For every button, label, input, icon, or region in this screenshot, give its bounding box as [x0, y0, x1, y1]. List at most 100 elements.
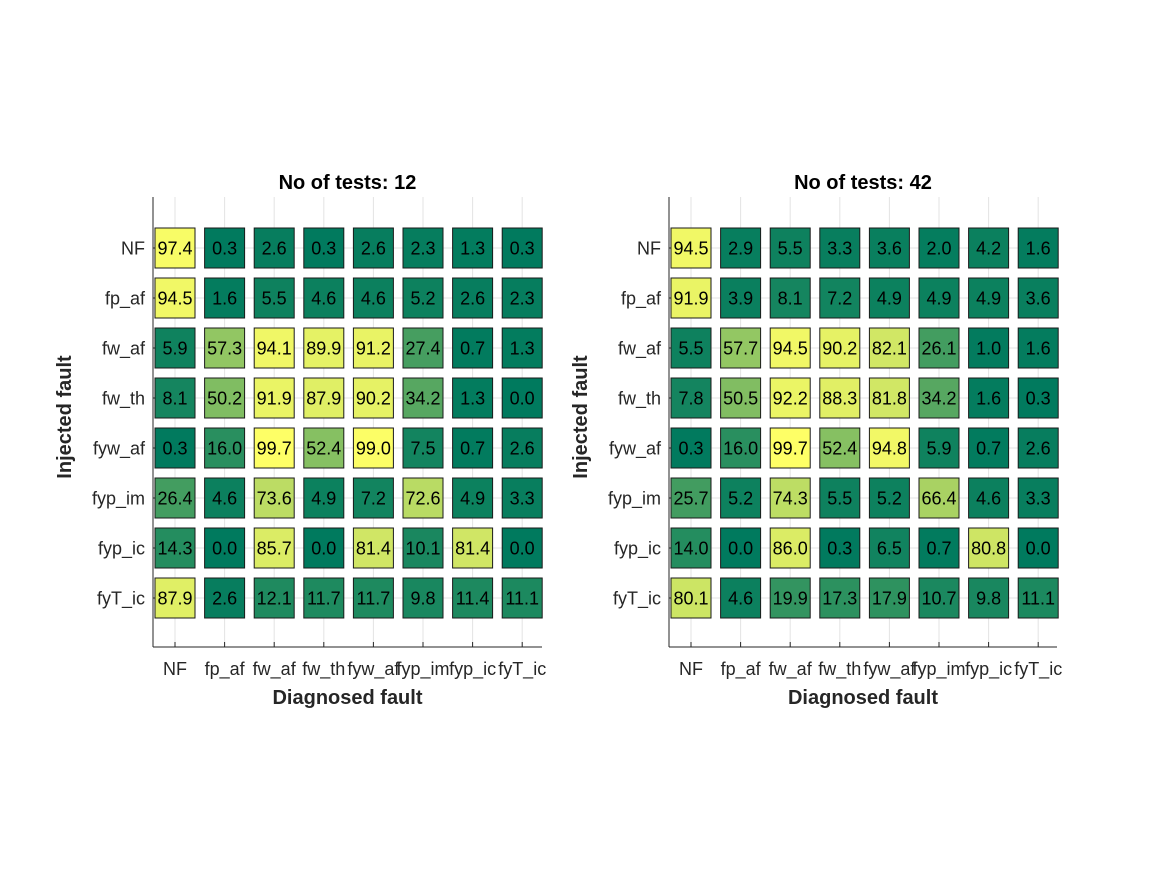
cell-value-label: 1.0 — [976, 339, 1001, 359]
heatmap-cell — [452, 577, 494, 619]
heatmap-cell — [303, 477, 345, 519]
cell-value-label: 5.9 — [162, 339, 187, 359]
heatmap-cell — [819, 277, 861, 319]
x-axis-label: Diagnosed fault — [788, 687, 938, 709]
y-tick-label: fyT_ic — [97, 589, 145, 610]
cell-value-label: 19.9 — [773, 589, 808, 609]
heatmap-cell — [670, 377, 712, 419]
heatmap-cell — [303, 377, 345, 419]
cell-value-label: 57.3 — [207, 339, 242, 359]
heatmap-cell — [819, 477, 861, 519]
cell-value-label: 17.3 — [822, 589, 857, 609]
y-tick-label: fw_af — [618, 339, 662, 360]
heatmap-cell — [769, 227, 811, 269]
heatmap-cell — [501, 427, 543, 469]
heatmap-cell — [204, 527, 246, 569]
heatmap-cell — [501, 327, 543, 369]
heatmap-cell — [670, 327, 712, 369]
heatmap-cell — [303, 227, 345, 269]
cell-value-label: 0.0 — [1026, 539, 1051, 559]
cell-value-label: 4.6 — [311, 289, 336, 309]
cell-value-label: 2.6 — [262, 239, 287, 259]
cell-value-label: 99.7 — [773, 439, 808, 459]
cell-value-label: 52.4 — [306, 439, 341, 459]
cell-value-label: 3.6 — [1026, 289, 1051, 309]
heatmap-cell — [154, 427, 196, 469]
cell-value-label: 2.6 — [361, 239, 386, 259]
y-tick-label: fw_af — [102, 339, 146, 360]
heatmap-cell — [204, 277, 246, 319]
heatmap-cell — [868, 327, 910, 369]
cell-value-label: 99.0 — [356, 439, 391, 459]
cell-value-label: 4.2 — [976, 239, 1001, 259]
heatmap-cell — [352, 427, 394, 469]
cell-value-label: 0.7 — [460, 439, 485, 459]
cell-value-label: 1.6 — [1026, 239, 1051, 259]
cell-value-label: 81.8 — [872, 389, 907, 409]
y-tick-label: fyp_im — [608, 489, 661, 510]
y-tick-label: fp_af — [621, 289, 662, 310]
heatmap-cell — [402, 427, 444, 469]
x-tick-label: fyw_af — [863, 659, 916, 680]
y-tick-label: fyp_ic — [98, 539, 145, 560]
heatmap-cell — [154, 277, 196, 319]
cell-value-label: 4.9 — [976, 289, 1001, 309]
heatmap-cell — [253, 477, 295, 519]
heatmap-cell — [452, 277, 494, 319]
heatmap-cell — [868, 277, 910, 319]
cell-value-label: 87.9 — [306, 389, 341, 409]
cell-value-label: 4.6 — [976, 489, 1001, 509]
heatmap-cell — [968, 477, 1010, 519]
heatmap-cell — [154, 327, 196, 369]
y-tick-label: fyp_im — [92, 489, 145, 510]
heatmap-cell — [501, 577, 543, 619]
cell-value-label: 11.1 — [1021, 589, 1055, 609]
heatmap-cell — [253, 577, 295, 619]
cell-value-label: 0.0 — [311, 539, 336, 559]
heatmap-cell — [154, 377, 196, 419]
cell-value-label: 25.7 — [673, 489, 708, 509]
heatmap-cell — [720, 327, 762, 369]
y-tick-label: fyp_ic — [614, 539, 661, 560]
heatmap-cell — [1017, 327, 1059, 369]
cell-value-label: 7.5 — [410, 439, 435, 459]
heatmap-cell — [918, 377, 960, 419]
cell-value-label: 26.4 — [157, 489, 192, 509]
cell-value-label: 6.5 — [877, 539, 902, 559]
cell-value-label: 97.4 — [157, 239, 192, 259]
heatmap-cell — [720, 277, 762, 319]
cell-value-label: 52.4 — [822, 439, 857, 459]
heatmap-cell — [670, 227, 712, 269]
cell-value-label: 99.7 — [257, 439, 292, 459]
heatmap-cell — [452, 527, 494, 569]
heatmap-cell — [769, 527, 811, 569]
heatmap-cell — [720, 577, 762, 619]
cell-value-label: 12.1 — [257, 589, 292, 609]
cell-value-label: 11.4 — [456, 589, 490, 609]
heatmap-cell — [501, 277, 543, 319]
cell-value-label: 72.6 — [405, 489, 440, 509]
cell-value-label: 90.2 — [356, 389, 391, 409]
heatmap-cell — [720, 477, 762, 519]
heatmap-cell — [204, 477, 246, 519]
cell-value-label: 1.6 — [1026, 339, 1051, 359]
x-tick-label: NF — [679, 659, 703, 679]
heatmap-cell — [501, 377, 543, 419]
heatmap-cell — [819, 527, 861, 569]
cell-value-label: 92.2 — [773, 389, 808, 409]
cell-value-label: 2.6 — [1026, 439, 1051, 459]
heatmap-cell — [868, 527, 910, 569]
heatmap-cell — [501, 527, 543, 569]
heatmap-cell — [1017, 527, 1059, 569]
cell-value-label: 9.8 — [410, 589, 435, 609]
cell-value-label: 94.5 — [157, 289, 192, 309]
cell-value-label: 0.3 — [510, 239, 535, 259]
heatmap-cell — [204, 377, 246, 419]
heatmap-cell — [303, 277, 345, 319]
cell-value-label: 94.8 — [872, 439, 907, 459]
heatmap-cell — [968, 527, 1010, 569]
cell-value-label: 86.0 — [773, 539, 808, 559]
cell-value-label: 90.2 — [822, 339, 857, 359]
heatmap-cell — [352, 277, 394, 319]
cell-value-label: 89.9 — [306, 339, 341, 359]
